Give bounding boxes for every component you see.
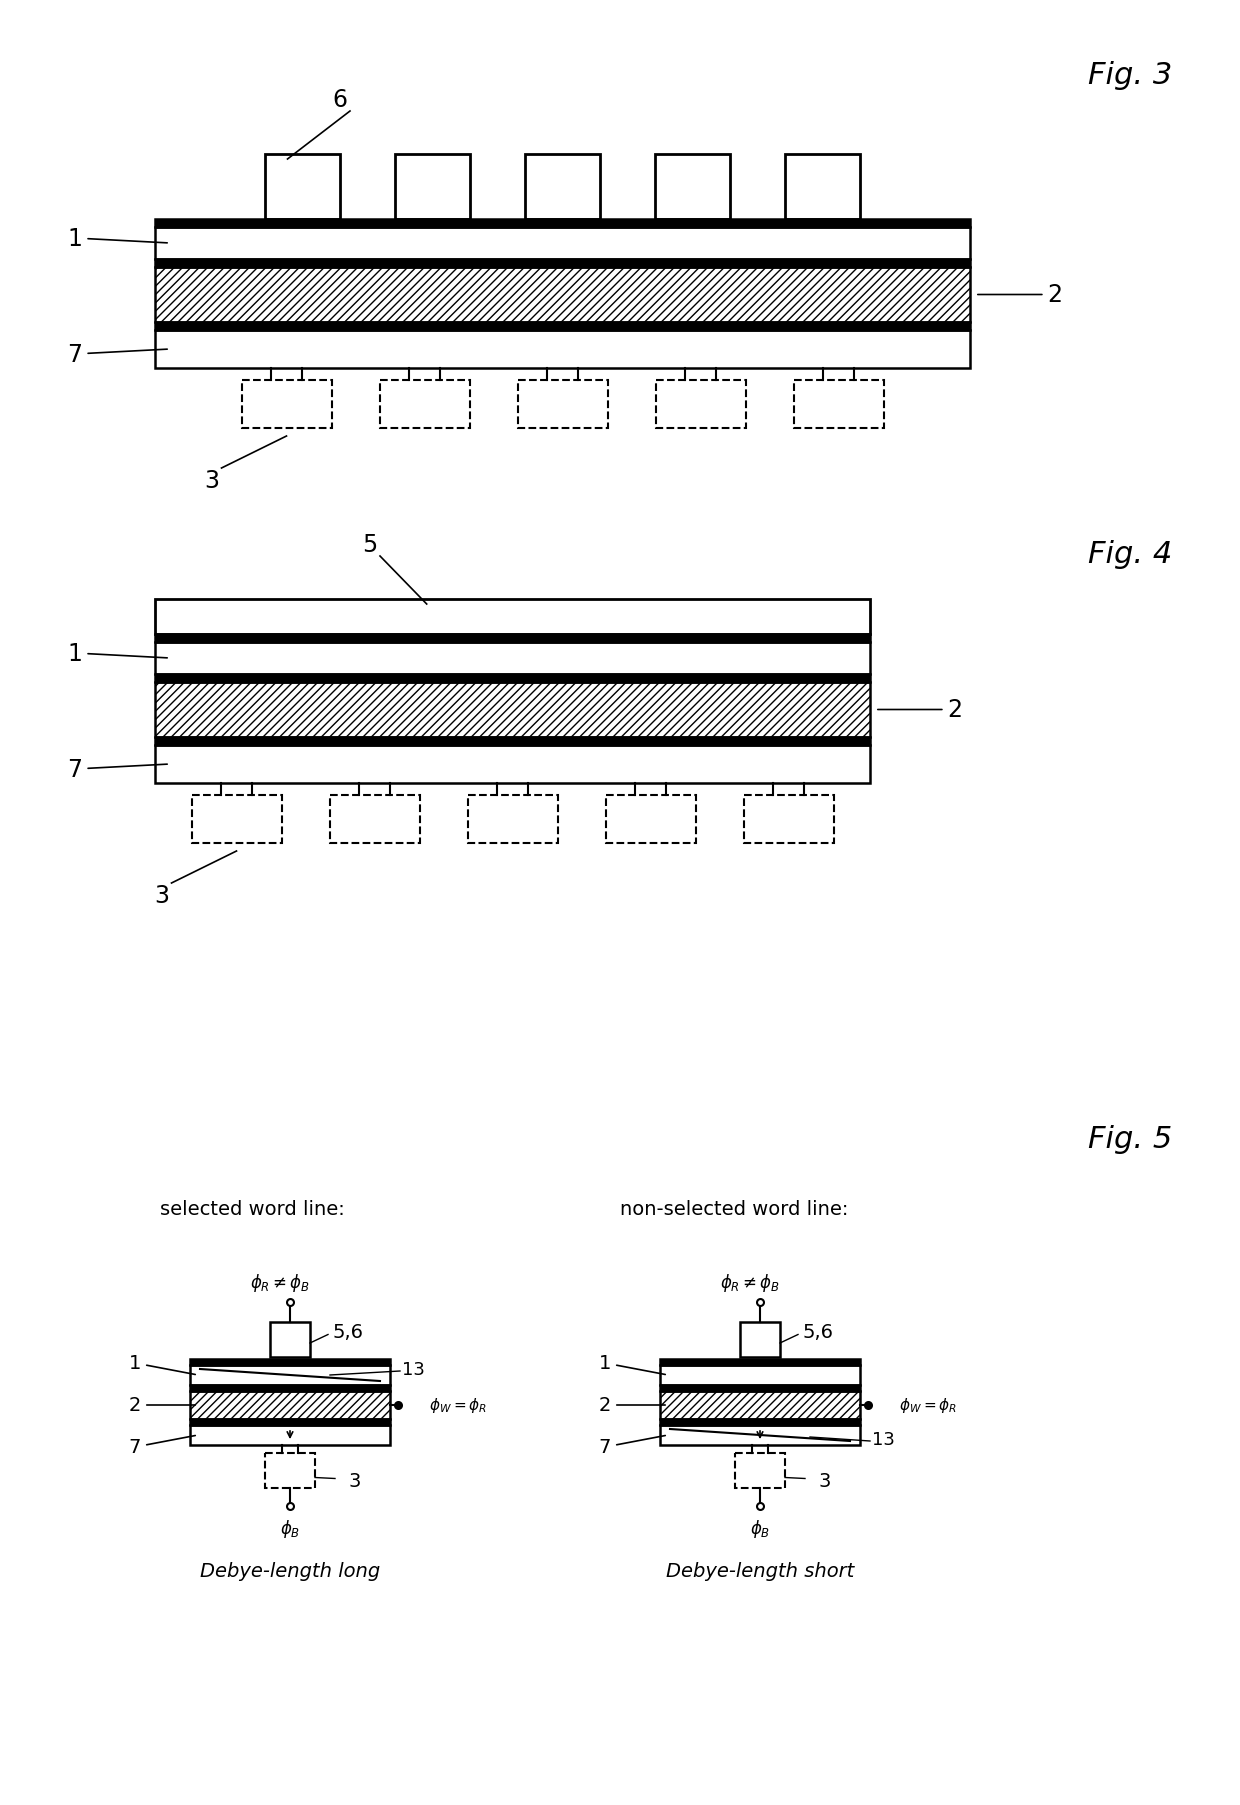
- Bar: [740, 1323, 780, 1357]
- Text: 3: 3: [348, 1471, 361, 1491]
- Bar: [155, 745, 870, 783]
- Text: 13: 13: [402, 1361, 425, 1379]
- Bar: [525, 155, 600, 220]
- Bar: [656, 381, 745, 430]
- Text: Debye-length long: Debye-length long: [200, 1561, 381, 1581]
- Text: 2: 2: [878, 699, 962, 722]
- Text: 3: 3: [205, 469, 219, 493]
- Text: non-selected word line:: non-selected word line:: [620, 1200, 848, 1218]
- Bar: [155, 635, 870, 643]
- Text: 5,6: 5,6: [332, 1323, 363, 1341]
- Bar: [379, 381, 470, 430]
- Bar: [265, 155, 340, 220]
- Bar: [660, 1365, 861, 1384]
- Text: 13: 13: [872, 1430, 895, 1448]
- Text: Debye-length short: Debye-length short: [666, 1561, 854, 1581]
- Bar: [265, 1453, 315, 1487]
- Bar: [190, 1392, 391, 1419]
- Bar: [155, 738, 870, 745]
- Text: Fig. 3: Fig. 3: [1087, 60, 1172, 90]
- Text: 2: 2: [129, 1395, 195, 1415]
- Text: 2: 2: [599, 1395, 665, 1415]
- Text: 5,6: 5,6: [802, 1323, 833, 1341]
- Bar: [794, 381, 884, 430]
- Bar: [190, 1359, 391, 1365]
- Bar: [744, 796, 833, 843]
- Text: Fig. 4: Fig. 4: [1087, 540, 1172, 569]
- Bar: [190, 1365, 391, 1384]
- Bar: [191, 796, 281, 843]
- Text: $\phi_B$: $\phi_B$: [280, 1518, 300, 1540]
- Text: 7: 7: [67, 758, 167, 782]
- Text: 1: 1: [599, 1354, 666, 1375]
- Text: $\phi_B$: $\phi_B$: [750, 1518, 770, 1540]
- Bar: [660, 1392, 861, 1419]
- Text: 7: 7: [129, 1435, 195, 1457]
- Bar: [517, 381, 608, 430]
- Text: $\phi_W=\phi_R$: $\phi_W=\phi_R$: [429, 1395, 487, 1415]
- Text: 7: 7: [599, 1435, 666, 1457]
- Bar: [155, 323, 970, 330]
- Bar: [660, 1419, 861, 1426]
- Bar: [735, 1453, 785, 1487]
- Bar: [155, 220, 970, 227]
- Bar: [396, 155, 470, 220]
- Bar: [155, 643, 870, 675]
- Bar: [155, 260, 970, 267]
- Text: $\phi_R\neq\phi_B$: $\phi_R\neq\phi_B$: [250, 1271, 310, 1294]
- Bar: [660, 1359, 861, 1365]
- Text: 3: 3: [154, 883, 169, 908]
- Text: 1: 1: [67, 227, 167, 251]
- Text: 1: 1: [129, 1354, 195, 1375]
- Bar: [155, 682, 870, 738]
- Bar: [467, 796, 558, 843]
- Bar: [330, 796, 419, 843]
- Bar: [785, 155, 861, 220]
- Text: 6: 6: [332, 88, 347, 112]
- Text: Fig. 5: Fig. 5: [1087, 1125, 1172, 1153]
- Bar: [605, 796, 696, 843]
- Text: selected word line:: selected word line:: [160, 1200, 345, 1218]
- Text: $\phi_R\neq\phi_B$: $\phi_R\neq\phi_B$: [720, 1271, 780, 1294]
- Text: 3: 3: [818, 1471, 831, 1491]
- Bar: [190, 1426, 391, 1446]
- Bar: [190, 1384, 391, 1392]
- Bar: [155, 227, 970, 260]
- Bar: [660, 1384, 861, 1392]
- Text: 7: 7: [67, 343, 167, 366]
- Bar: [660, 1426, 861, 1446]
- Text: $\phi_W=\phi_R$: $\phi_W=\phi_R$: [899, 1395, 957, 1415]
- Text: 1: 1: [67, 641, 167, 666]
- Bar: [270, 1323, 310, 1357]
- Bar: [155, 675, 870, 682]
- Bar: [155, 599, 870, 635]
- Bar: [655, 155, 730, 220]
- Text: 5: 5: [362, 532, 378, 556]
- Bar: [190, 1419, 391, 1426]
- Text: 2: 2: [978, 283, 1063, 307]
- Bar: [155, 267, 970, 323]
- Bar: [242, 381, 331, 430]
- Bar: [155, 330, 970, 368]
